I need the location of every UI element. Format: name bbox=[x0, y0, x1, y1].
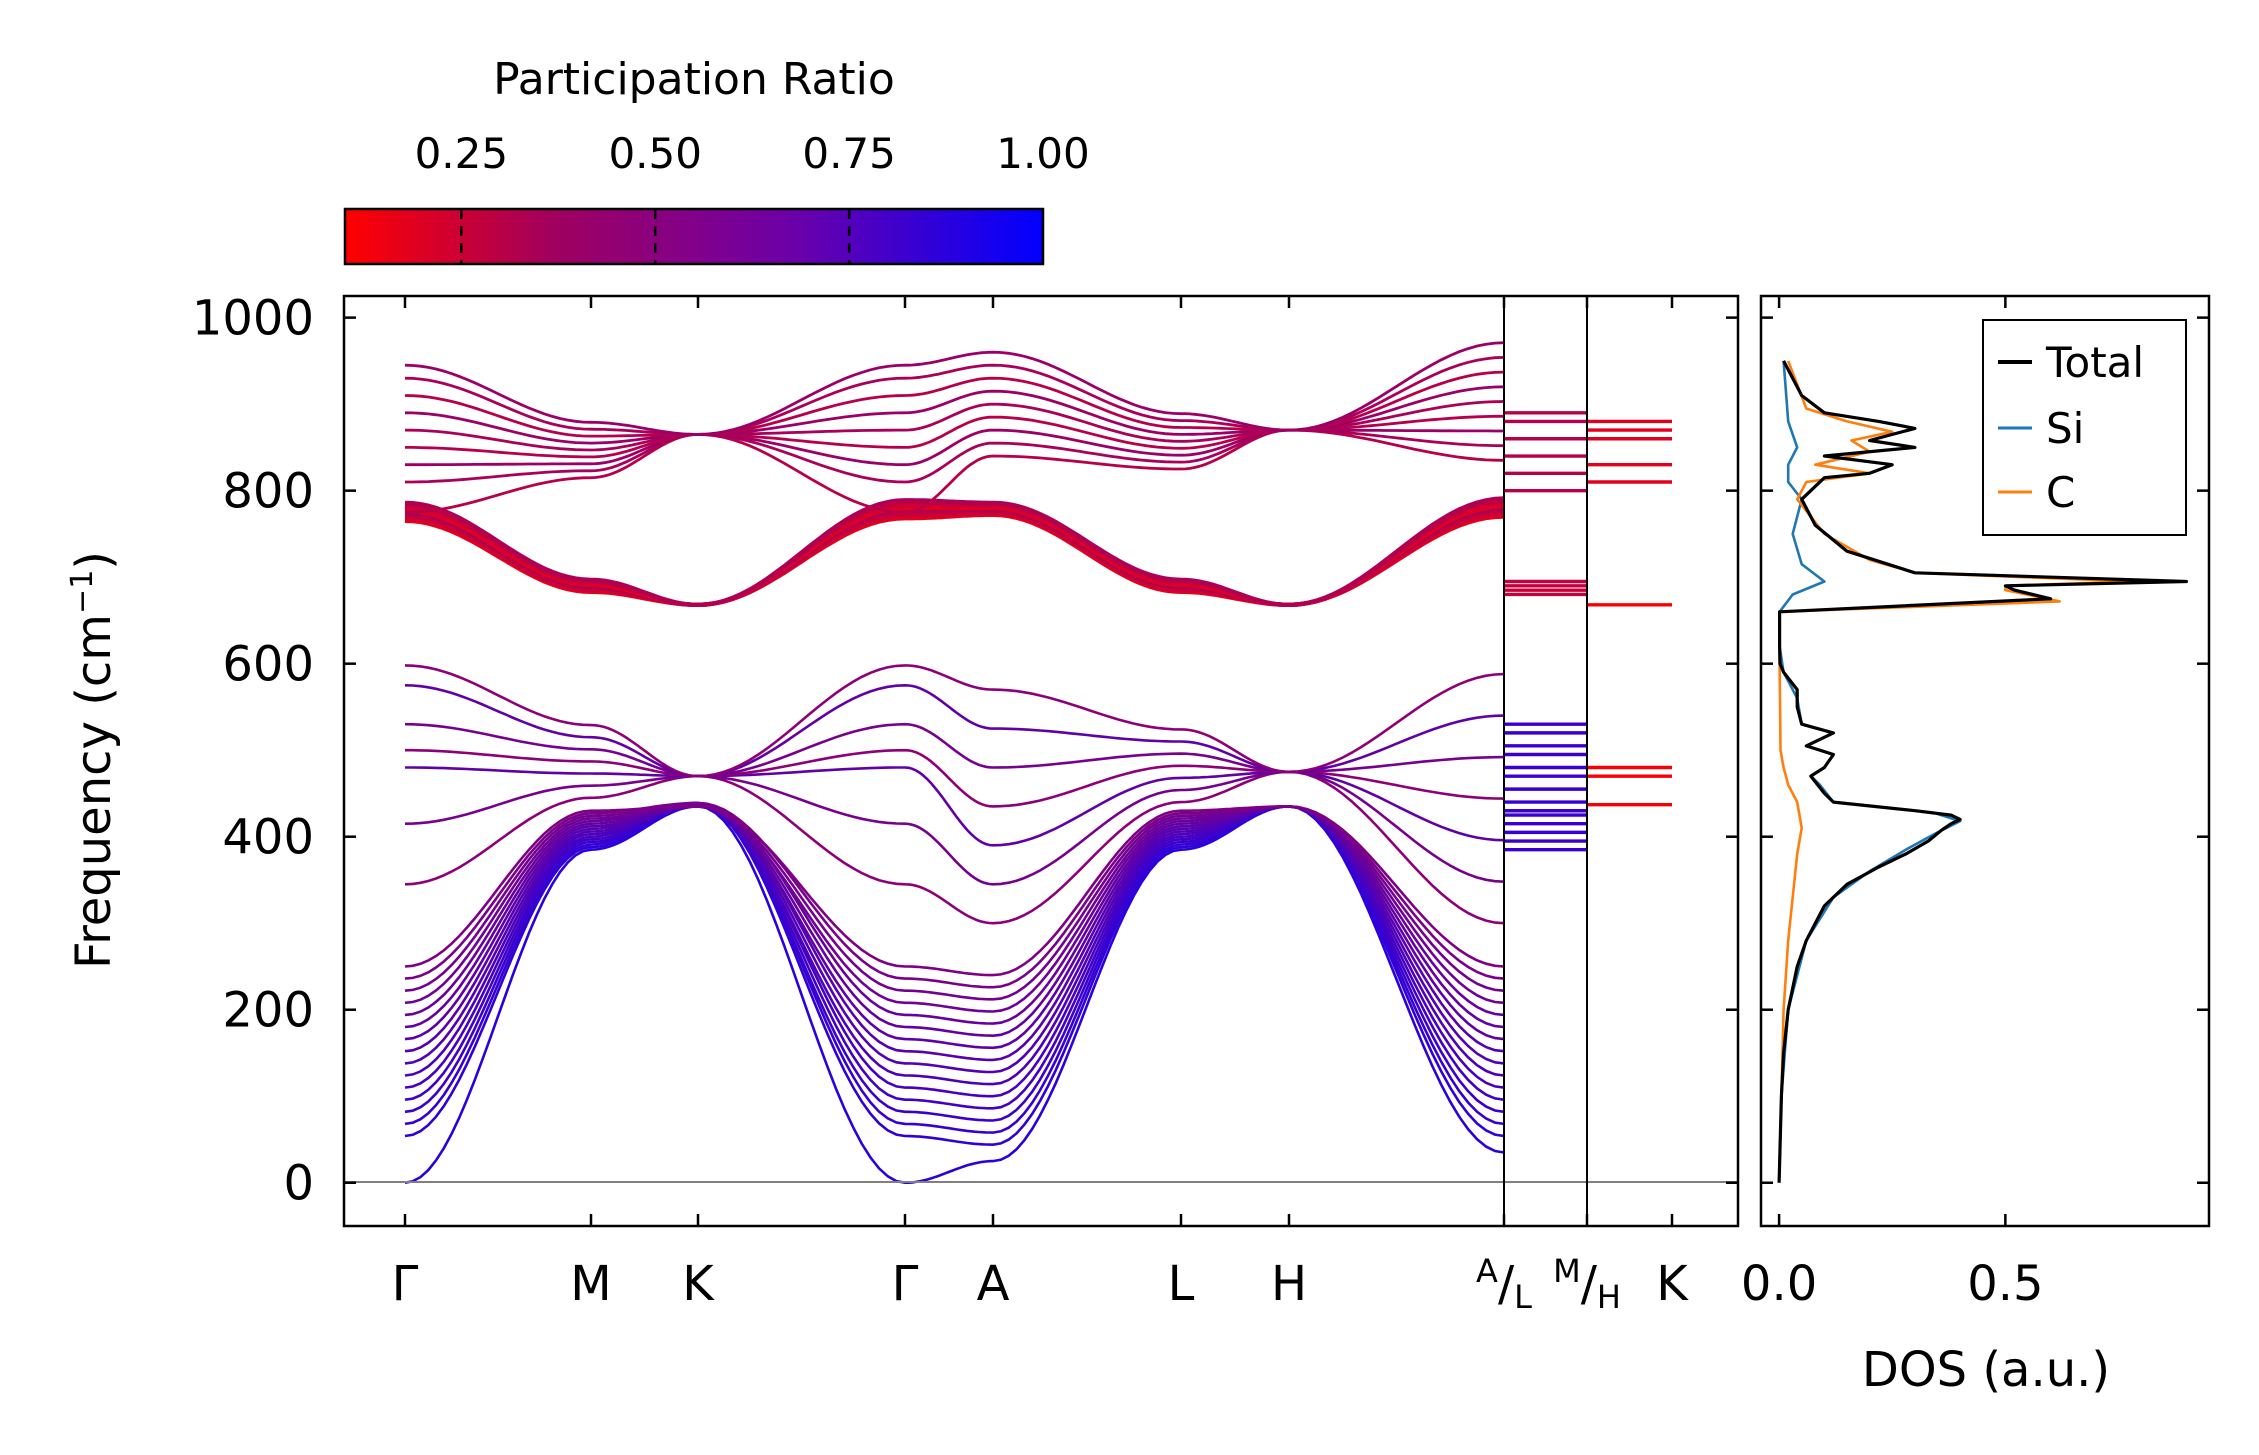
x-tick-label: M bbox=[570, 1256, 611, 1312]
colorbar-tick-labels: 0.25 0.50 0.75 1.00 bbox=[415, 129, 1090, 178]
phonon-band bbox=[404, 805, 1505, 977]
x-tick-label: H bbox=[1271, 1256, 1307, 1312]
band-x-ticks: Γ M K Γ A L H A/L M/H K bbox=[392, 296, 1689, 1316]
colorbar-ticks bbox=[460, 209, 851, 264]
dos-frame bbox=[1759, 294, 2211, 1228]
colorbar-tick-label: 0.50 bbox=[608, 129, 702, 178]
phonon-band bbox=[404, 496, 1505, 607]
phonon-band bbox=[404, 722, 1505, 778]
dos-x-tick-label: 0.0 bbox=[1741, 1256, 1817, 1312]
colorbar bbox=[343, 207, 1045, 266]
x-tick-label: A bbox=[977, 1256, 1010, 1312]
band-y-ticks: 0 200 400 600 800 1000 bbox=[192, 291, 1738, 1212]
y-tick-label: 600 bbox=[222, 637, 314, 693]
phonon-band bbox=[404, 341, 1505, 436]
dos-x-tick-label: 0.5 bbox=[1967, 1256, 2043, 1312]
colorbar-tick-label: 0.25 bbox=[415, 129, 509, 178]
phonon-band bbox=[404, 683, 1505, 778]
band-path-separators bbox=[1503, 296, 1588, 1226]
dos-legend: Total Si C bbox=[1982, 319, 2187, 536]
y-tick-label: 200 bbox=[222, 983, 314, 1039]
y-axis-label: Frequency (cm−1) bbox=[65, 551, 122, 969]
y-tick-label: 800 bbox=[222, 464, 314, 520]
phonon-band bbox=[404, 664, 1505, 778]
x-tick-label: K bbox=[682, 1256, 715, 1312]
colorbar-tick-label: 1.00 bbox=[996, 129, 1090, 178]
x-tick-label: Γ bbox=[892, 1256, 919, 1312]
colorbar-tick-label: 0.75 bbox=[802, 129, 896, 178]
dos-plot-area bbox=[1777, 360, 2188, 1183]
colorbar-label: Participation Ratio bbox=[493, 54, 895, 105]
legend-si-label: Si bbox=[2046, 404, 2084, 453]
dos-x-axis-label: DOS (a.u.) bbox=[1862, 1342, 2110, 1398]
x-tick-label: M/H bbox=[1553, 1252, 1621, 1316]
dos-series-total bbox=[1777, 360, 2188, 1183]
legend-total-label: Total bbox=[2045, 338, 2144, 387]
legend-c-label: C bbox=[2046, 468, 2075, 517]
x-tick-label: Γ bbox=[392, 1256, 419, 1312]
band-frame bbox=[342, 294, 1740, 1228]
band-plot-area bbox=[404, 341, 1672, 1184]
y-tick-label: 1000 bbox=[192, 291, 314, 347]
y-tick-label: 400 bbox=[222, 810, 314, 866]
x-tick-label: A/L bbox=[1476, 1252, 1532, 1316]
x-tick-label: K bbox=[1656, 1256, 1689, 1312]
dos-ticks: 0.0 0.5 bbox=[1741, 296, 2209, 1312]
y-tick-label: 0 bbox=[283, 1156, 314, 1212]
x-tick-label: L bbox=[1168, 1256, 1195, 1312]
